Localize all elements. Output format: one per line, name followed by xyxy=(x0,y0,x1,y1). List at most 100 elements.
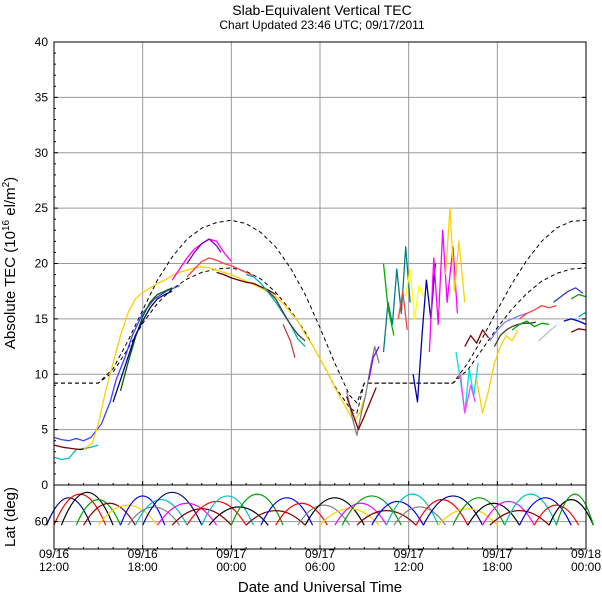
lat-arc xyxy=(46,497,92,526)
lat-arc xyxy=(97,504,158,526)
xtick-date-label: 09/16 xyxy=(128,547,158,561)
tec-series-line xyxy=(119,287,173,392)
lat-arc xyxy=(482,500,535,526)
y-axis-title: Absolute TEC (1016 el/m2) xyxy=(1,177,19,349)
x-axis-title: Date and Universal Time xyxy=(238,579,402,594)
lat-arc xyxy=(260,497,314,526)
y-axis-title-close: ) xyxy=(2,177,19,182)
tec-series-line xyxy=(459,374,476,414)
tec-series-line xyxy=(578,311,587,318)
lat-arc xyxy=(156,502,218,526)
xtick-time-label: 18:00 xyxy=(128,560,158,574)
lat-arc xyxy=(304,497,365,526)
xtick-time-label: 18:00 xyxy=(482,560,512,574)
tec-series-line xyxy=(553,287,584,303)
lat-arc xyxy=(533,504,580,526)
lat-arc xyxy=(127,506,181,526)
tec-series-line xyxy=(444,207,466,303)
lat-arcs-group xyxy=(46,491,594,526)
lat-arc xyxy=(230,493,284,526)
lat-arc xyxy=(393,506,447,526)
lat-arc xyxy=(452,497,506,526)
tec-y-ticks: 0 5 10 15 20 25 30 35 40 xyxy=(35,35,586,492)
tec-ytick-label: 10 xyxy=(35,367,49,381)
lat-arc xyxy=(504,493,557,526)
lat-arc xyxy=(385,493,439,526)
tec-ytick-label: 25 xyxy=(35,201,49,215)
tec-ytick-label: 0 xyxy=(41,478,48,492)
lat-arc xyxy=(334,502,388,526)
lat-arc xyxy=(119,495,166,526)
lat-plot-area: 60 xyxy=(35,484,594,550)
tec-series-line xyxy=(382,263,395,336)
lat-arc xyxy=(208,506,269,526)
tec-plot-area: 0 5 10 15 20 25 30 35 40 xyxy=(35,35,587,492)
lat-arc xyxy=(437,508,498,526)
tec-reference-curves xyxy=(54,219,587,414)
y-axis-title-squared: 2 xyxy=(1,181,12,187)
tec-series-line xyxy=(428,229,459,353)
lat-arc xyxy=(53,493,107,526)
xtick-time-label: 06:00 xyxy=(305,560,335,574)
tec-series-line xyxy=(345,387,377,431)
tec-reference-curve xyxy=(54,219,587,404)
tec-series-line xyxy=(489,312,528,342)
tec-grid xyxy=(54,42,586,485)
tec-ytick-label: 20 xyxy=(35,257,49,271)
tec-series-line xyxy=(112,290,173,403)
chart-subtitle: Chart Updated 23:46 UTC; 09/17/2011 xyxy=(219,18,425,32)
lat-arc xyxy=(319,508,380,526)
lat-arc xyxy=(341,495,402,526)
tec-series-line xyxy=(282,324,296,358)
lat-arc xyxy=(171,508,232,526)
tec-series-line xyxy=(405,268,425,320)
xtick-date-label: 09/17 xyxy=(394,547,424,561)
tec-series-line xyxy=(519,304,557,320)
y-axis-title-exponent: 16 xyxy=(1,219,12,231)
tec-ytick-label: 35 xyxy=(35,90,49,104)
tec-series-line xyxy=(267,290,306,342)
tec-series-line xyxy=(570,328,587,333)
x-ticks: 09/1612:0009/1618:0009/1700:0009/1706:00… xyxy=(39,481,601,574)
tec-series-line xyxy=(345,345,380,436)
xtick-date-label: 09/17 xyxy=(305,547,335,561)
tec-ytick-label: 5 xyxy=(41,423,48,437)
lat-arc xyxy=(422,495,484,526)
tec-series-line xyxy=(368,346,380,380)
lat-grid xyxy=(54,485,586,549)
tec-series-line xyxy=(83,266,365,451)
lat-axis-title: Lat (deg) xyxy=(2,487,19,547)
tec-series-line xyxy=(245,273,306,348)
lat-arc xyxy=(518,497,572,526)
tec-series-line xyxy=(53,444,99,461)
tec-ytick-label: 30 xyxy=(35,146,49,160)
lat-arc xyxy=(275,502,328,526)
lat-arc xyxy=(467,502,521,526)
lat-arc xyxy=(555,493,594,526)
lat-arc xyxy=(371,500,424,526)
tec-series-line xyxy=(186,238,222,264)
tec-ytick-label: 40 xyxy=(35,35,49,49)
tec-series-line xyxy=(538,324,557,342)
tec-series-line xyxy=(53,444,87,451)
lat-arc xyxy=(297,504,351,526)
y-axis-title-unit: el/m xyxy=(2,187,19,220)
lat-arc xyxy=(75,499,122,526)
lat-arc xyxy=(356,510,417,526)
xtick-time-label: 12:00 xyxy=(39,560,69,574)
xtick-date-label: 09/18 xyxy=(571,547,601,561)
tec-series-line xyxy=(53,285,180,442)
tec-ytick-label: 15 xyxy=(35,312,49,326)
chart-title: Slab-Equivalent Vertical TEC xyxy=(232,2,412,18)
lat-arc xyxy=(245,510,306,526)
tec-series-line xyxy=(570,293,587,300)
xtick-date-label: 09/17 xyxy=(482,547,512,561)
tec-reference-curve xyxy=(54,267,587,414)
tec-series-group xyxy=(53,207,587,461)
lat-arc xyxy=(201,495,255,526)
tec-series-line xyxy=(464,329,490,347)
xtick-date-label: 09/17 xyxy=(216,547,246,561)
xtick-time-label: 00:00 xyxy=(571,560,601,574)
xtick-time-label: 00:00 xyxy=(216,560,246,574)
